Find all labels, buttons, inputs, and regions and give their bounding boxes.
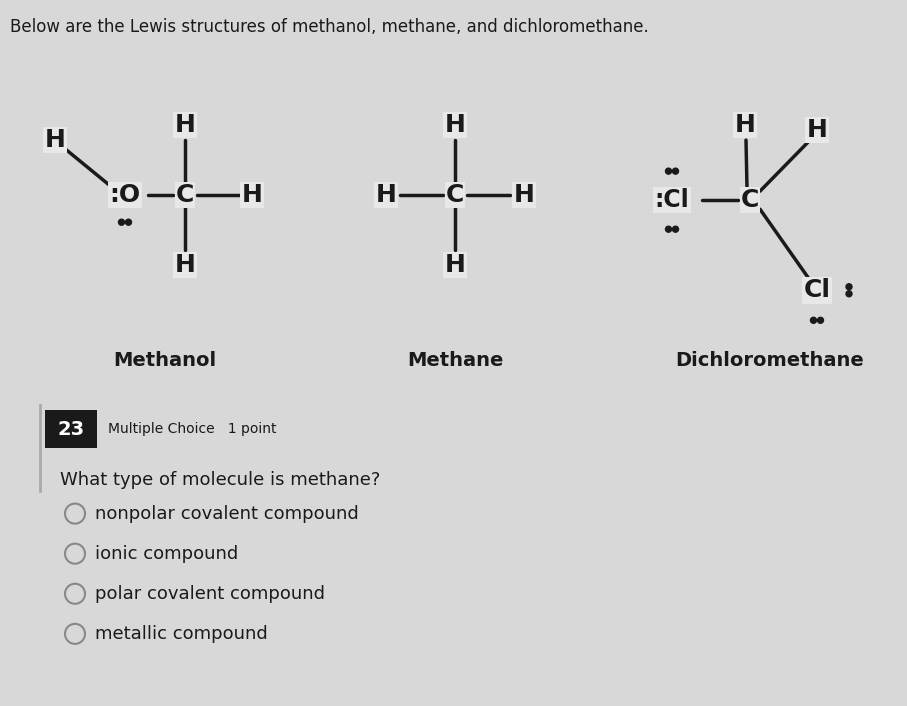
Circle shape <box>817 317 824 323</box>
Text: H: H <box>44 128 65 152</box>
Text: H: H <box>735 113 756 137</box>
Text: Dichloromethane: Dichloromethane <box>676 352 864 371</box>
Text: H: H <box>444 253 465 277</box>
Circle shape <box>125 219 132 225</box>
Text: H: H <box>174 253 195 277</box>
Text: H: H <box>241 183 262 207</box>
Text: nonpolar covalent compound: nonpolar covalent compound <box>95 505 359 522</box>
Text: polar covalent compound: polar covalent compound <box>95 585 325 603</box>
Text: Methanol: Methanol <box>113 352 217 371</box>
Text: H: H <box>444 113 465 137</box>
Circle shape <box>666 226 671 232</box>
Text: H: H <box>375 183 396 207</box>
Circle shape <box>811 317 816 323</box>
Text: :O: :O <box>110 183 141 207</box>
Text: H: H <box>513 183 534 207</box>
Circle shape <box>666 168 671 174</box>
Text: C: C <box>446 183 464 207</box>
Text: 23: 23 <box>57 420 84 439</box>
Text: Below are the Lewis structures of methanol, methane, and dichloromethane.: Below are the Lewis structures of methan… <box>10 18 649 36</box>
Text: Multiple Choice   1 point: Multiple Choice 1 point <box>108 422 277 436</box>
Text: H: H <box>174 113 195 137</box>
Circle shape <box>672 168 678 174</box>
FancyBboxPatch shape <box>45 410 97 448</box>
Text: :Cl: :Cl <box>655 189 689 213</box>
Text: metallic compound: metallic compound <box>95 625 268 643</box>
Text: What type of molecule is methane?: What type of molecule is methane? <box>60 470 380 489</box>
Text: C: C <box>176 183 194 207</box>
Circle shape <box>672 226 678 232</box>
Circle shape <box>846 291 852 297</box>
Circle shape <box>846 284 852 289</box>
Text: Cl: Cl <box>804 278 831 302</box>
Text: Methane: Methane <box>407 352 503 371</box>
Text: C: C <box>741 189 759 213</box>
Text: H: H <box>806 118 827 142</box>
Circle shape <box>119 219 124 225</box>
Text: ionic compound: ionic compound <box>95 545 239 563</box>
